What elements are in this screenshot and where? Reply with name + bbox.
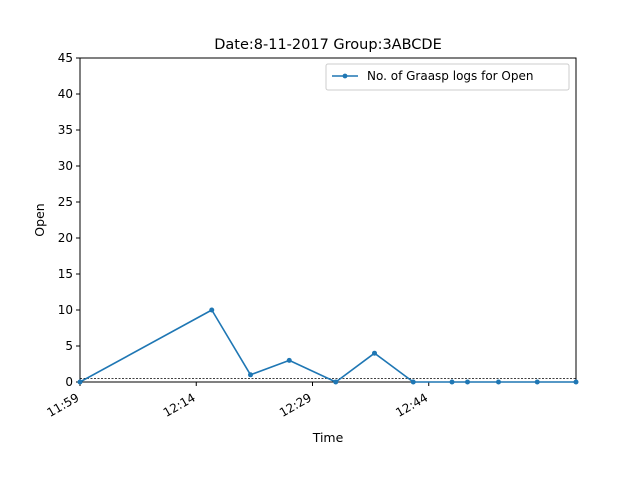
data-point (248, 372, 253, 378)
y-tick-label: 20 (58, 231, 73, 245)
data-point (410, 379, 416, 385)
x-axis-label: Time (312, 430, 344, 445)
legend-box (325, 63, 570, 91)
y-tick-label: 35 (58, 123, 73, 137)
legend-label: No. of Graasp logs for Open (367, 69, 533, 83)
y-axis-label: Open (32, 203, 47, 236)
y-axis-ticks: 0 5 10 15 20 25 30 35 40 45 (58, 51, 80, 389)
y-tick-label: 40 (58, 87, 73, 101)
y-tick-label: 10 (58, 303, 73, 317)
data-point (449, 379, 455, 385)
x-tick-label: 12:14 (161, 390, 198, 419)
y-tick-label: 25 (58, 195, 73, 209)
y-tick-label: 0 (65, 375, 73, 389)
data-point (333, 379, 339, 385)
legend-marker-sample (342, 73, 348, 79)
y-tick-label: 5 (65, 339, 73, 353)
data-point (534, 379, 540, 385)
x-tick-label: 11:59 (45, 390, 82, 419)
y-tick-label: 45 (58, 51, 73, 65)
y-tick-label: 30 (58, 159, 73, 173)
data-point (372, 350, 377, 356)
y-tick-label: 15 (58, 267, 73, 281)
data-point (496, 379, 501, 385)
series-line (79, 309, 576, 383)
series-layer (77, 307, 579, 385)
x-tick-label: 12:29 (277, 390, 314, 419)
legend: No. of Graasp logs for Open (325, 63, 570, 91)
data-point (209, 307, 215, 313)
data-point (77, 379, 83, 385)
x-tick-label: 12:44 (393, 390, 430, 419)
plot-area (79, 57, 577, 383)
plot-frame (79, 57, 577, 383)
data-point (573, 379, 579, 385)
x-axis-ticks: 11:59 12:14 12:29 12:44 (45, 382, 430, 420)
data-point (286, 357, 292, 363)
data-point (465, 379, 470, 385)
chart-title: Date:8-11-2017 Group:3ABCDE (214, 37, 442, 53)
